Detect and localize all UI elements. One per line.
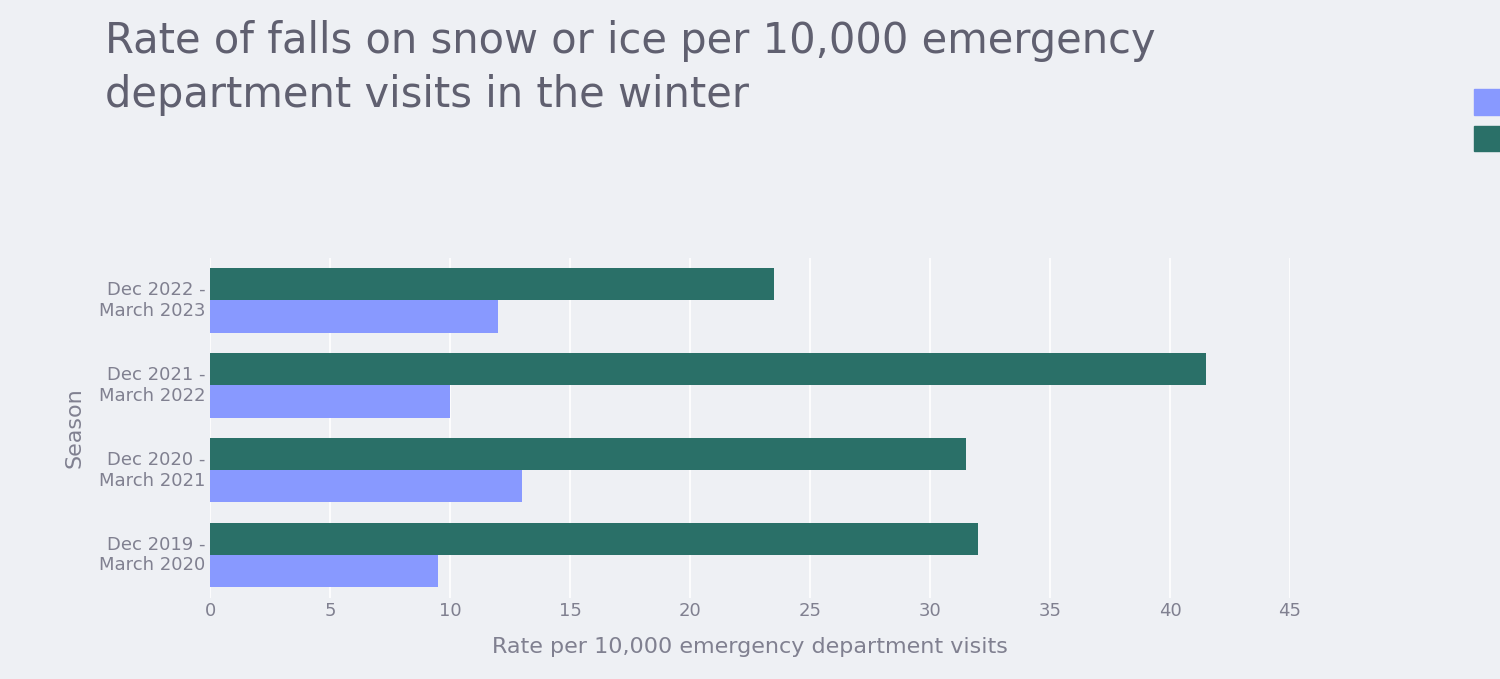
Y-axis label: Season: Season: [64, 388, 86, 468]
Bar: [210, 555, 438, 587]
Bar: [210, 268, 774, 300]
Legend: Mild winter region, Freezing winter region: Mild winter region, Freezing winter regi…: [1466, 80, 1500, 160]
Bar: [210, 353, 1206, 386]
Bar: [210, 438, 966, 470]
Bar: [210, 300, 498, 333]
Bar: [210, 386, 450, 418]
X-axis label: Rate per 10,000 emergency department visits: Rate per 10,000 emergency department vis…: [492, 637, 1008, 657]
Bar: [210, 470, 522, 502]
Text: Rate of falls on snow or ice per 10,000 emergency
department visits in the winte: Rate of falls on snow or ice per 10,000 …: [105, 20, 1155, 116]
Bar: [210, 523, 978, 555]
